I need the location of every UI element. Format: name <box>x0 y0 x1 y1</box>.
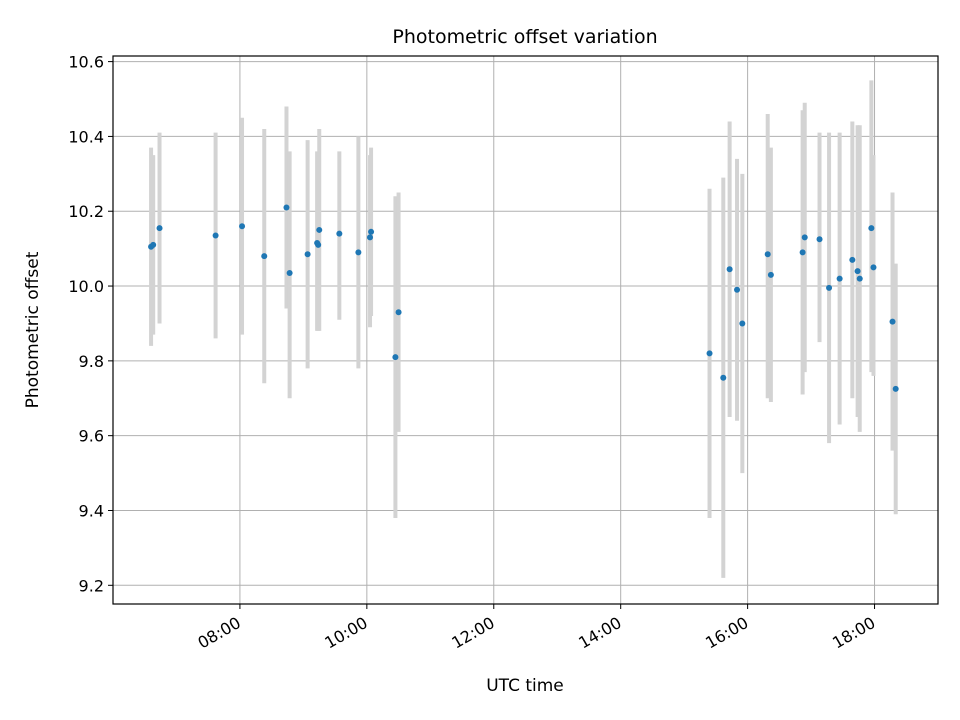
grid <box>113 56 938 604</box>
plot-frame <box>112 55 939 605</box>
data-point <box>889 318 896 325</box>
data-point <box>849 256 856 263</box>
y-tick-label: 10.0 <box>68 277 104 296</box>
data-point <box>764 251 771 258</box>
y-tick-label: 9.2 <box>79 576 104 595</box>
data-point <box>395 309 402 316</box>
y-tick-label: 10.4 <box>68 127 104 146</box>
data-point <box>836 275 843 282</box>
data-point <box>392 354 399 361</box>
chart-title: Photometric offset variation <box>392 26 657 48</box>
data-point <box>315 241 322 248</box>
data-point <box>355 249 362 256</box>
data-point <box>286 269 293 276</box>
x-tick-label: 12:00 <box>448 613 497 653</box>
x-tick-label: 08:00 <box>194 613 243 653</box>
data-point <box>856 275 863 282</box>
data-point <box>767 271 774 278</box>
y-tick-label: 10.6 <box>68 53 104 72</box>
data-point <box>316 226 323 233</box>
data-point <box>239 223 246 230</box>
data-point <box>892 385 899 392</box>
data-point <box>826 284 833 291</box>
x-axis-ticks: 08:00 10:00 12:00 14:00 16:00 18:00 <box>194 604 879 653</box>
x-tick-label: 16:00 <box>702 613 751 653</box>
error-bars <box>149 80 898 578</box>
data-point <box>854 268 861 275</box>
data-point <box>368 228 375 235</box>
data-point <box>726 266 733 273</box>
y-tick-label: 9.8 <box>79 352 104 371</box>
x-tick-label: 18:00 <box>829 613 878 653</box>
data-point <box>304 251 311 258</box>
y-axis-ticks: 9.2 9.4 9.6 9.8 10.0 10.2 10.4 10.6 <box>68 53 113 595</box>
data-point <box>870 264 877 271</box>
y-tick-label: 9.6 <box>79 427 104 446</box>
x-tick-label: 14:00 <box>575 613 624 653</box>
data-point <box>734 286 741 293</box>
data-point <box>336 230 343 237</box>
y-tick-label: 10.2 <box>68 202 104 221</box>
data-point <box>283 204 290 211</box>
data-point <box>261 253 268 260</box>
data-point <box>868 225 875 232</box>
data-point <box>367 234 374 241</box>
data-point <box>739 320 746 327</box>
data-point <box>720 374 727 381</box>
data-point <box>156 225 163 232</box>
data-point <box>706 350 713 357</box>
y-tick-label: 9.4 <box>79 501 104 520</box>
data-point <box>150 241 157 248</box>
y-axis-label: Photometric offset <box>23 251 43 408</box>
data-point <box>816 236 823 243</box>
data-point <box>801 234 808 241</box>
x-tick-label: 10:00 <box>321 613 370 653</box>
data-point <box>799 249 806 256</box>
data-points <box>148 204 899 392</box>
data-point <box>212 232 219 239</box>
x-axis-label: UTC time <box>486 676 564 696</box>
